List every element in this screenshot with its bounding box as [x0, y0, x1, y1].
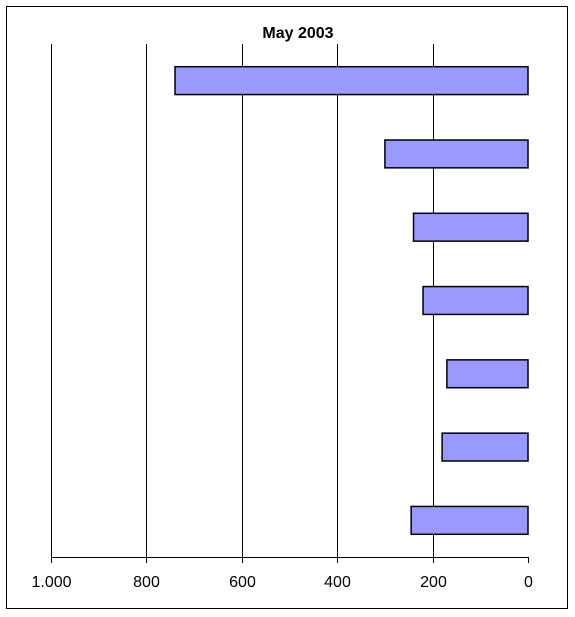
- bar: [412, 212, 529, 242]
- x-axis: [51, 557, 529, 563]
- x-tick-label: 800: [133, 574, 160, 591]
- bars: [174, 65, 529, 536]
- bar: [446, 359, 529, 389]
- chart-title: May 2003: [262, 25, 333, 42]
- x-tick-label: 600: [229, 574, 256, 591]
- x-tick-labels: 0 200 400 600 800 1.000: [31, 574, 533, 591]
- x-tick-label: 1.000: [31, 574, 71, 591]
- x-tick-label: 200: [420, 574, 447, 591]
- gridlines: [51, 44, 434, 557]
- bar: [384, 139, 529, 169]
- bar: [422, 285, 529, 316]
- bar: [174, 65, 529, 96]
- x-tick-label: 400: [324, 574, 351, 591]
- x-tick-label: 0: [524, 574, 533, 591]
- bar: [441, 432, 529, 462]
- bar: [410, 505, 529, 536]
